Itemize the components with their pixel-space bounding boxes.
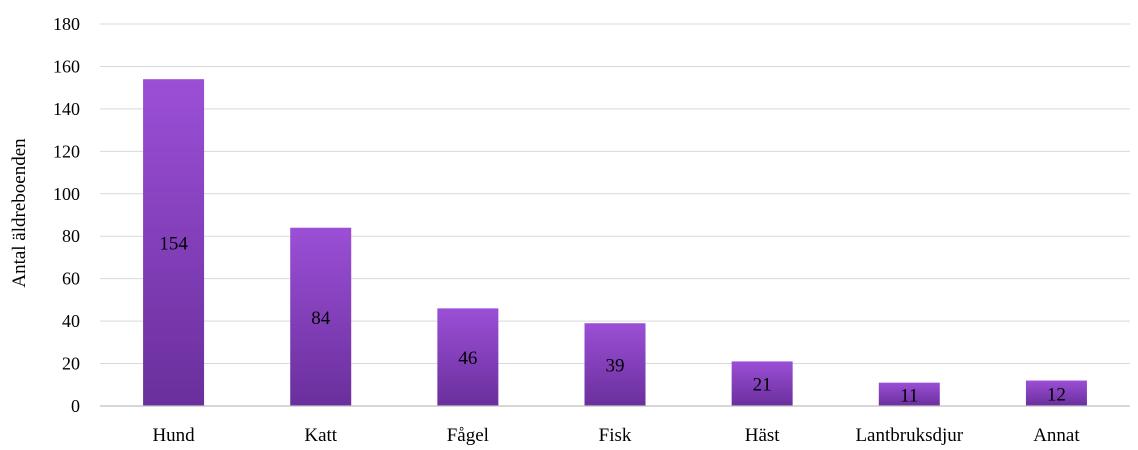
- data-label: 21: [753, 375, 772, 396]
- bar: [878, 382, 940, 406]
- x-tick-label: Hund: [152, 425, 195, 445]
- bar: [1025, 380, 1087, 406]
- x-tick-label: Annat: [1033, 425, 1080, 445]
- y-tick-label: 180: [53, 14, 80, 34]
- y-tick-label: 20: [62, 354, 80, 374]
- axes: 0 20 40 60 80 100 120 140 160 180 Hund Katt Fågel Fis…: [53, 14, 1130, 446]
- bar: [290, 227, 352, 406]
- x-tick-label: Katt: [304, 425, 337, 445]
- data-label: 39: [606, 356, 625, 377]
- y-tick-label: 140: [53, 99, 80, 119]
- bar: [584, 323, 646, 406]
- data-label: 84: [311, 308, 331, 329]
- y-tick-label: 40: [62, 311, 80, 331]
- data-label: 12: [1047, 384, 1066, 405]
- y-tick-label: 80: [62, 226, 80, 246]
- gridlines: [100, 23, 1130, 365]
- y-tick-label: 60: [62, 269, 80, 289]
- data-label: 46: [458, 348, 477, 369]
- bar: [731, 361, 793, 406]
- x-tick-label: Häst: [745, 425, 781, 445]
- bar: [437, 308, 499, 406]
- y-axis-title: Antal äldreboenden: [9, 138, 30, 288]
- x-tick-label: Lantbruksdjur: [855, 425, 963, 445]
- y-tick-label: 120: [53, 141, 80, 161]
- y-tick-label: 100: [53, 184, 80, 204]
- data-label: 154: [159, 234, 188, 255]
- bars: 154 84 46 39 21 11 12: [143, 79, 1087, 406]
- x-tick-label: Fisk: [599, 425, 632, 445]
- y-tick-label: 0: [71, 396, 80, 416]
- x-tick-label: Fågel: [447, 425, 489, 445]
- y-tick-label: 160: [53, 56, 80, 76]
- bar: [143, 79, 205, 406]
- data-label: 11: [900, 385, 918, 406]
